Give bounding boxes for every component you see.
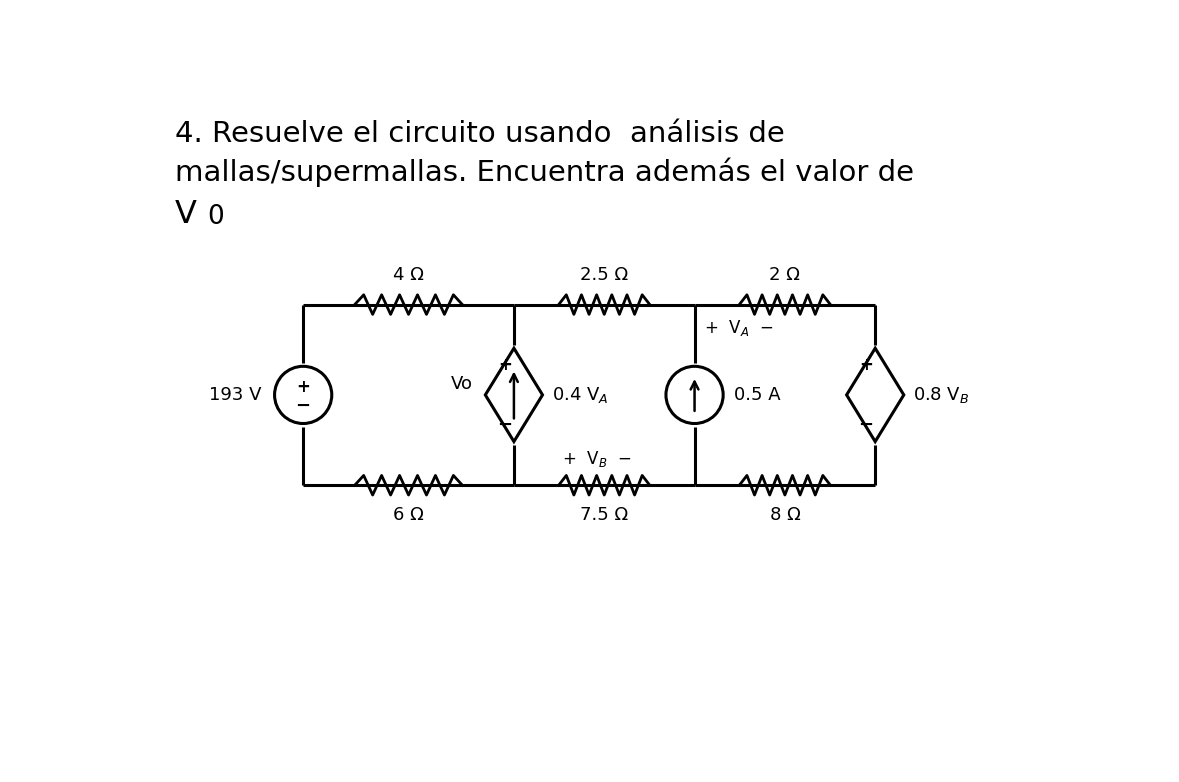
Text: 193 V: 193 V [209, 386, 262, 404]
Text: 6 Ω: 6 Ω [393, 506, 424, 524]
Text: V: V [176, 199, 197, 230]
Text: 0: 0 [206, 204, 224, 230]
Text: −: − [858, 416, 874, 434]
Text: +: + [498, 356, 512, 374]
Text: mallas/supermallas. Encuentra además el valor de: mallas/supermallas. Encuentra además el … [176, 158, 914, 188]
Text: +: + [859, 356, 874, 374]
Text: 7.5 Ω: 7.5 Ω [580, 506, 628, 524]
Text: 4 Ω: 4 Ω [393, 266, 424, 284]
Text: 4. Resuelve el circuito usando  análisis de: 4. Resuelve el circuito usando análisis … [176, 120, 785, 148]
Text: −: − [296, 396, 311, 414]
Text: 0.8 V$_B$: 0.8 V$_B$ [913, 385, 969, 405]
Text: +  V$_B$  −: + V$_B$ − [562, 449, 631, 468]
Text: −: − [498, 416, 513, 434]
Text: +: + [296, 378, 310, 396]
Text: +  V$_A$  −: + V$_A$ − [704, 318, 772, 338]
Text: 8 Ω: 8 Ω [770, 506, 801, 524]
Text: 2.5 Ω: 2.5 Ω [580, 266, 628, 284]
Text: 0.4 V$_A$: 0.4 V$_A$ [552, 385, 608, 405]
Text: Vo: Vo [450, 375, 473, 393]
Text: 2 Ω: 2 Ω [770, 266, 801, 284]
Text: 0.5 A: 0.5 A [733, 386, 780, 404]
